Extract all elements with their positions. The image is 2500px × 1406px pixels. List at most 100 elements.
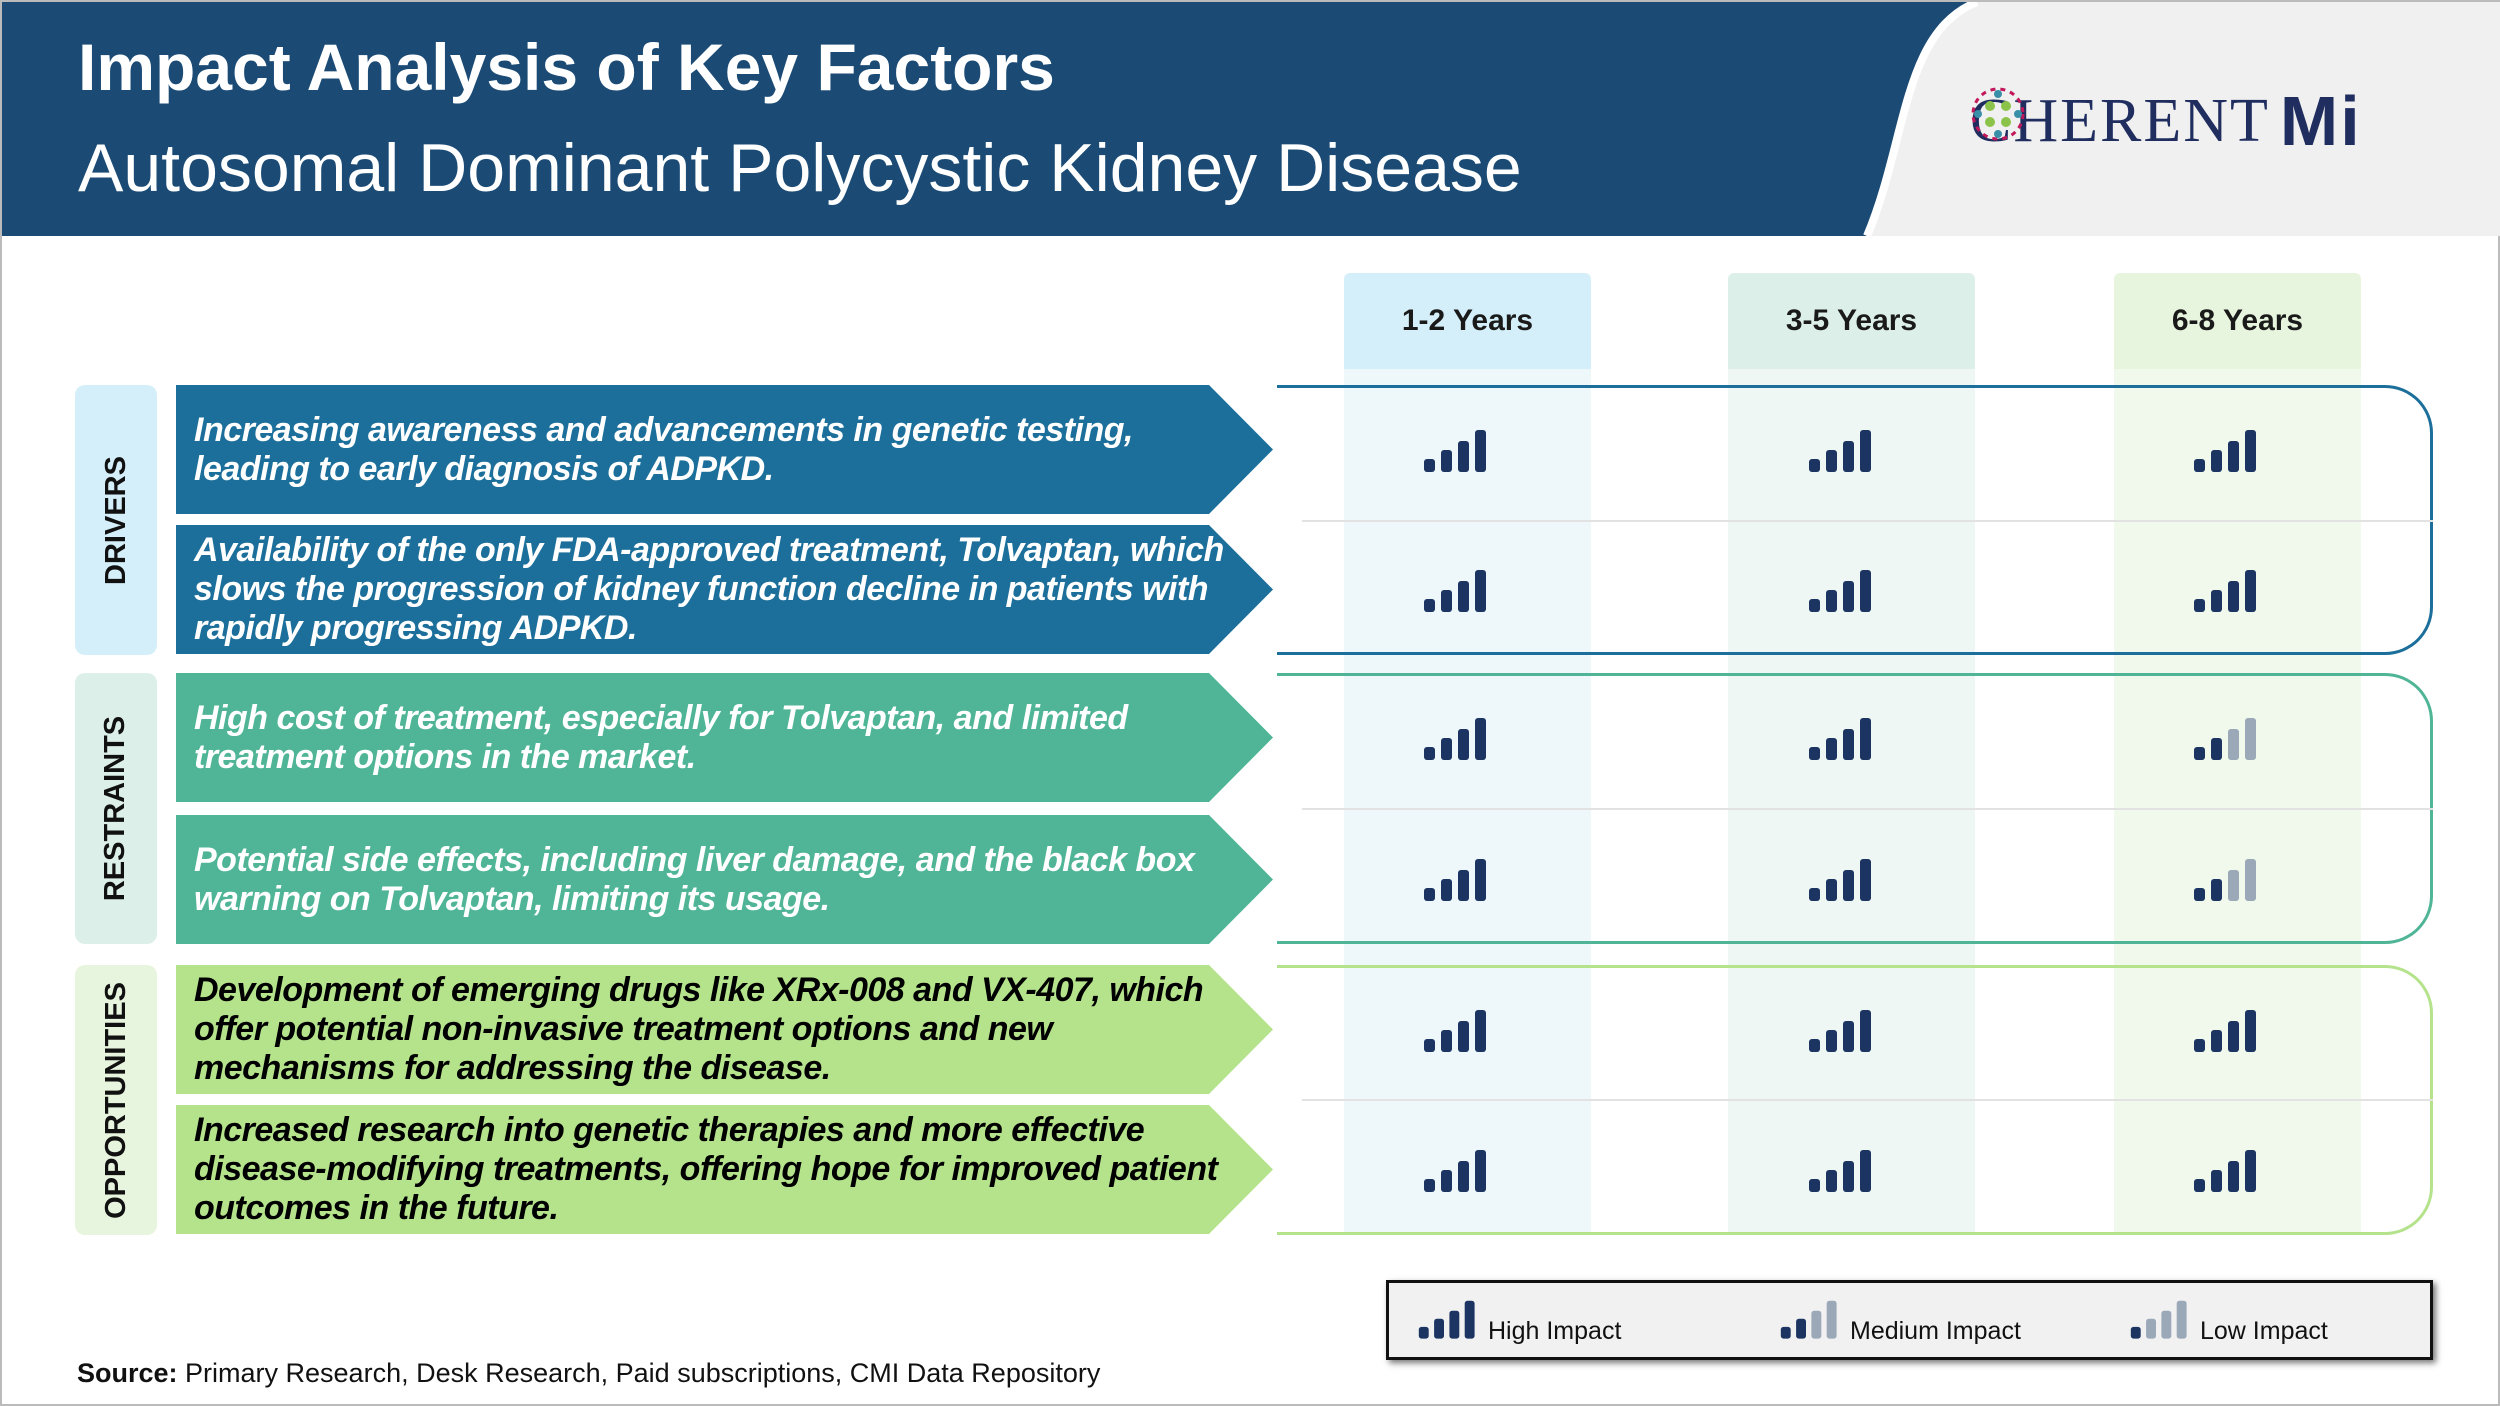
high-impact-icon: [1422, 857, 1492, 906]
signal-bar: [2194, 459, 2205, 472]
column-body: [1728, 369, 1975, 1235]
signal-bar: [2228, 581, 2239, 612]
signal-bar: [1809, 459, 1820, 472]
legend-high: High Impact: [1417, 1299, 1621, 1346]
header: Impact Analysis of Key Factors Autosomal…: [2, 2, 2500, 236]
column-header-3-5-years: 3-5 Years: [1728, 273, 1975, 369]
signal-bar: [1826, 879, 1837, 901]
signal-bar: [1860, 718, 1871, 760]
row-divider: [1302, 808, 2433, 810]
source-note: Source: Primary Research, Desk Research,…: [77, 1358, 1100, 1389]
category-drivers: DRIVERS: [75, 385, 157, 655]
high-impact-icon: [2192, 1148, 2262, 1197]
signal-bar: [2211, 1170, 2222, 1192]
signal-bar: [2194, 599, 2205, 612]
signal-bar: [1860, 570, 1871, 612]
high-impact-icon: [1422, 428, 1492, 477]
category-label: DRIVERS: [99, 455, 132, 585]
signal-bar: [2245, 859, 2256, 901]
signal-bar: [1424, 599, 1435, 612]
signal-bar: [1475, 1150, 1486, 1192]
high-impact-icon: [1807, 428, 1877, 477]
signal-bar: [2245, 1010, 2256, 1052]
header-band: [2, 2, 1979, 236]
signal-bar: [1860, 859, 1871, 901]
signal-bar: [2228, 1021, 2239, 1052]
signal-bar: [1458, 581, 1469, 612]
high-impact-icon: [1422, 716, 1492, 765]
signal-bar: [1843, 581, 1854, 612]
signal-bar: [1458, 1161, 1469, 1192]
signal-bar: [1458, 441, 1469, 472]
signal-bar: [1826, 590, 1837, 612]
signal-bar: [1441, 1170, 1452, 1192]
row-divider: [1302, 1099, 2433, 1101]
high-impact-icon: [2192, 1008, 2262, 1057]
category-label: RESTRAINTS: [99, 715, 132, 902]
signal-bar: [1449, 1310, 1460, 1339]
page-title: Impact Analysis of Key Factors: [78, 30, 1055, 104]
signal-bar: [1458, 1021, 1469, 1052]
column-header-6-8-years: 6-8 Years: [2114, 273, 2361, 369]
signal-bar: [2194, 1039, 2205, 1052]
signal-bar: [1475, 859, 1486, 901]
signal-bar: [1843, 441, 1854, 472]
source-text: Primary Research, Desk Research, Paid su…: [177, 1358, 1101, 1388]
signal-bar: [1809, 1179, 1820, 1192]
signal-bar: [1424, 459, 1435, 472]
legend-label: High Impact: [1488, 1316, 1622, 1345]
signal-bar: [1843, 729, 1854, 760]
signal-bar: [1424, 747, 1435, 760]
signal-bar: [1458, 729, 1469, 760]
high-impact-icon: [1807, 1008, 1877, 1057]
signal-bar: [1826, 1300, 1837, 1339]
signal-bar: [2245, 718, 2256, 760]
signal-bar: [2228, 870, 2239, 901]
signal-bar: [1780, 1326, 1791, 1339]
signal-bar: [2211, 879, 2222, 901]
category-restraints: RESTRAINTS: [75, 673, 157, 944]
signal-bar: [1475, 430, 1486, 472]
legend-medium: Medium Impact: [1779, 1299, 2021, 1346]
signal-bar: [2161, 1310, 2172, 1339]
signal-bar: [2211, 738, 2222, 760]
high-impact-icon: [1807, 1148, 1877, 1197]
signal-bar: [2194, 747, 2205, 760]
signal-bar: [2130, 1326, 2141, 1339]
signal-bar: [1860, 430, 1871, 472]
high-impact-icon: [1422, 568, 1492, 617]
high-impact-icon: [1807, 716, 1877, 765]
signal-bar: [1441, 450, 1452, 472]
signal-bar: [1418, 1326, 1429, 1339]
signal-bar: [1826, 1030, 1837, 1052]
signal-bar: [1441, 590, 1452, 612]
source-label: Source:: [77, 1358, 178, 1388]
signal-bar: [2228, 729, 2239, 760]
signal-bar: [2245, 1150, 2256, 1192]
signal-bar: [1464, 1300, 1475, 1339]
category-opportunities: OPPORTUNITIES: [75, 965, 157, 1235]
category-label: OPPORTUNITIES: [99, 981, 132, 1219]
signal-bar: [1843, 870, 1854, 901]
signal-bar: [2228, 441, 2239, 472]
high-impact-icon: [1422, 1008, 1492, 1057]
column-body: [2114, 369, 2361, 1235]
high-impact-icon: [2192, 428, 2262, 477]
signal-bar: [1809, 747, 1820, 760]
signal-bar: [1811, 1310, 1822, 1339]
signal-bar: [1458, 870, 1469, 901]
signal-bar: [1809, 599, 1820, 612]
signal-bar: [1441, 738, 1452, 760]
signal-bar: [2245, 430, 2256, 472]
signal-bar: [1441, 879, 1452, 901]
signal-bar: [2146, 1318, 2157, 1339]
high-impact-icon: [1807, 857, 1877, 906]
signal-bar: [1475, 1010, 1486, 1052]
signal-bar: [1796, 1318, 1807, 1339]
column-body: [1344, 369, 1591, 1235]
medium-impact-icon: [2192, 857, 2262, 906]
signal-bar: [1826, 1170, 1837, 1192]
signal-bar: [1843, 1161, 1854, 1192]
signal-bar: [1843, 1021, 1854, 1052]
